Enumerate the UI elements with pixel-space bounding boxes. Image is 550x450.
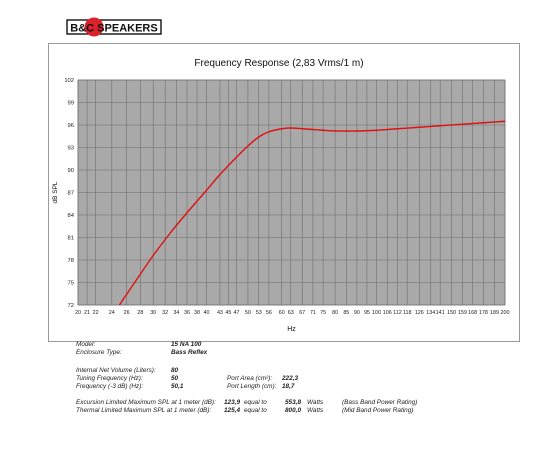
x-tick-label: 43 [217,310,223,316]
x-tick-label: 106 [383,310,392,316]
frequency-response-line [118,120,506,306]
excursion-note: (Bass Band Power Rating) [342,399,418,406]
x-tick-label: 159 [458,310,467,316]
bc-speakers-logo: B&C SPEAKERS [66,17,162,37]
excursion-equal: equal to [244,399,267,406]
x-tick-label: 26 [124,310,130,316]
x-tick-label: 71 [310,310,316,316]
thermal-label: Thermal Limited Maximum SPL at 1 meter (… [76,407,212,414]
x-tick-label: 22 [93,310,99,316]
excursion-label: Excursion Limited Maximum SPL at 1 meter… [76,399,216,406]
excursion-unit: Watts [307,399,324,406]
y-tick-label: 87 [68,191,74,197]
x-tick-label: 30 [150,310,156,316]
enclosure-label: Enclosure Type: [76,349,122,356]
port-length-label: Port Length (cm): [227,383,277,390]
excursion-watts: 553,8 [285,399,301,406]
x-tick-label: 85 [343,310,349,316]
y-tick-label: 81 [68,236,74,242]
x-tick-label: 100 [372,310,381,316]
x-tick-label: 63 [288,310,294,316]
y-tick-label: 78 [68,258,74,264]
x-tick-label: 60 [279,310,285,316]
volume-label: Internal Net Volume (Liters): [76,367,156,374]
x-tick-label: 189 [490,310,499,316]
x-tick-label: 178 [479,310,488,316]
enclosure-value: Bass Reflex [171,349,208,356]
x-tick-label: 56 [266,310,272,316]
x-tick-label: 45 [225,310,231,316]
x-tick-label: 80 [332,310,338,316]
model-label: Model: [76,341,96,348]
thermal-note: (Mid Band Power Rating) [342,407,414,414]
x-tick-label: 126 [415,310,424,316]
y-axis-label: dB SPL [52,181,59,203]
frequency-response-chart: Frequency Response (2,83 Vrms/1 m) 20 21 2… [52,58,510,333]
x-tick-label: 67 [299,310,305,316]
y-tick-label: 84 [68,213,75,219]
model-value: 15 NA 100 [171,341,202,348]
volume-value: 80 [171,367,179,374]
chart-frame: Frequency Response (2,83 Vrms/1 m) 20 21 2… [48,43,520,342]
x-tick-label: 20 [75,310,81,316]
excursion-value: 123,9 [224,399,240,406]
x-tick-label: 36 [184,310,190,316]
chart-title: Frequency Response (2,83 Vrms/1 m) [194,58,363,69]
x-tick-label: 141 [436,310,445,316]
thermal-value: 125,4 [224,407,240,414]
thermal-equal: equal to [244,407,267,414]
tuning-value: 50 [171,375,179,382]
x-tick-label: 24 [109,310,115,316]
x-tick-label: 95 [364,310,370,316]
port-area-value: 222,3 [282,375,298,382]
thermal-unit: Watts [307,407,324,414]
x-tick-label: 168 [468,310,477,316]
x-tick-label: 75 [320,310,326,316]
x-tick-label: 200 [501,310,510,316]
y-tick-label: 102 [64,78,74,84]
x-tick-label: 47 [233,310,239,316]
x-tick-label: 34 [173,310,179,316]
y-tick-label: 93 [68,146,74,152]
x-tick-label: 53 [256,310,262,316]
x-tick-label: 40 [204,310,210,316]
x-tick-label: 134 [426,310,435,316]
x-tick-label: 21 [84,310,90,316]
port-area-label: Port Area (cm²): [227,375,273,382]
x-tick-label: 90 [354,310,360,316]
svg-text:B&C SPEAKERS: B&C SPEAKERS [70,23,157,35]
x-tick-label: 32 [162,310,168,316]
x-tick-label: 150 [447,310,456,316]
x-tick-label: 118 [403,310,412,316]
port-length-value: 18,7 [282,383,295,390]
x-tick-label: 50 [245,310,251,316]
f3-value: 50,1 [171,383,184,390]
tuning-label: Tuning Frequency (Hz): [76,375,143,382]
x-tick-label: 112 [393,310,402,316]
x-axis-label: Hz [287,326,296,333]
thermal-watts: 800,0 [285,407,301,414]
x-tick-label: 28 [137,310,143,316]
y-tick-label: 99 [68,101,74,107]
y-tick-label: 75 [68,281,74,287]
y-tick-label: 90 [68,168,74,174]
y-tick-label: 72 [68,303,74,309]
y-tick-label: 96 [68,123,74,129]
x-tick-label: 38 [194,310,200,316]
f3-label: Frequency (-3 dB) (Hz): [76,383,144,390]
